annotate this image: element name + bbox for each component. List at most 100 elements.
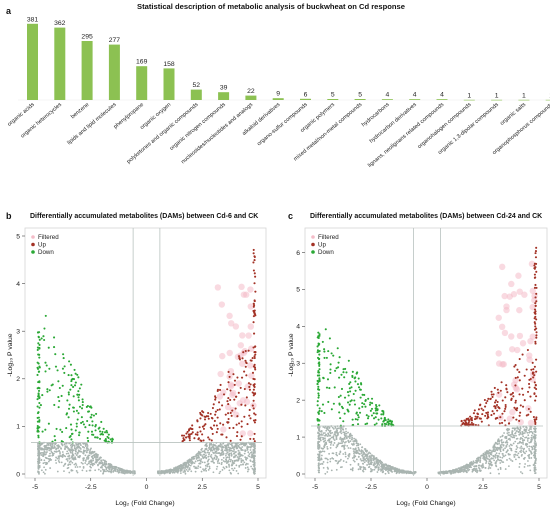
filtered-point <box>479 470 482 472</box>
filtered-point <box>231 467 233 470</box>
up-point <box>472 412 475 415</box>
down-point <box>38 426 41 429</box>
filtered-point <box>211 460 214 463</box>
up-point <box>506 391 509 394</box>
filtered-point <box>101 465 103 468</box>
filtered-point <box>234 454 237 457</box>
filtered-point <box>482 452 485 455</box>
down-point <box>381 423 384 426</box>
down-point <box>37 436 40 439</box>
filtered-point <box>76 466 79 468</box>
filtered-point <box>376 463 379 466</box>
up-point <box>533 264 536 267</box>
down-point <box>352 423 355 427</box>
filtered-point <box>477 466 480 469</box>
filtered-point <box>343 447 346 450</box>
filtered-point <box>495 464 497 467</box>
filtered-point <box>231 461 234 463</box>
filtered-point <box>335 453 338 456</box>
filtered-point <box>326 458 329 461</box>
filtered-point <box>212 451 215 454</box>
filtered-point <box>230 452 233 455</box>
filtered-point <box>475 468 478 470</box>
down-point <box>54 439 57 442</box>
down-point <box>316 417 319 421</box>
up-point <box>485 411 488 414</box>
filtered-point <box>204 455 207 458</box>
filtered-point <box>66 458 69 460</box>
legend-label: Filtered <box>318 234 339 241</box>
filtered-point <box>88 460 91 463</box>
filtered-point <box>493 443 496 446</box>
filtered-point <box>499 450 502 453</box>
down-point <box>81 401 84 404</box>
filtered-halo <box>508 333 515 340</box>
filtered-point <box>517 452 520 455</box>
up-point <box>533 381 536 384</box>
filtered-halo <box>227 381 235 388</box>
up-point <box>246 423 249 426</box>
filtered-point <box>211 457 214 460</box>
filtered-point <box>176 467 179 470</box>
down-point <box>327 350 330 353</box>
filtered-point <box>318 445 321 448</box>
up-point <box>522 405 525 408</box>
filtered-point <box>240 463 242 466</box>
filtered-point <box>373 468 376 471</box>
up-point <box>201 433 204 436</box>
filtered-point <box>45 463 48 465</box>
up-point <box>200 439 203 443</box>
y-tick-label: 6 <box>296 250 300 257</box>
filtered-point <box>534 444 537 447</box>
filtered-point <box>491 464 493 466</box>
filtered-point <box>511 432 514 435</box>
filtered-point <box>73 444 76 447</box>
filtered-point <box>63 470 65 473</box>
filtered-point <box>498 442 500 445</box>
down-point <box>318 364 321 367</box>
filtered-point <box>213 461 216 464</box>
down-point <box>369 401 372 404</box>
down-point <box>356 418 359 421</box>
down-point <box>318 333 321 336</box>
up-point <box>493 386 496 390</box>
bar <box>545 99 550 101</box>
filtered-halo <box>514 346 521 354</box>
filtered-point <box>499 444 502 447</box>
filtered-point <box>82 451 85 453</box>
down-point <box>369 409 372 412</box>
filtered-point <box>518 456 521 459</box>
filtered-point <box>37 444 39 446</box>
filtered-point <box>243 444 245 446</box>
filtered-point <box>332 444 335 446</box>
filtered-point <box>329 447 332 449</box>
filtered-point <box>216 457 218 459</box>
down-point <box>378 404 381 407</box>
filtered-point <box>369 467 372 470</box>
down-point <box>71 432 74 435</box>
filtered-point <box>360 450 362 453</box>
down-point <box>65 427 68 430</box>
down-point <box>77 396 80 399</box>
down-point <box>317 350 320 353</box>
filtered-point <box>505 451 508 454</box>
volcano-panel-b: b Differentially accumulated metabolites… <box>6 211 267 507</box>
filtered-point <box>71 455 74 458</box>
filtered-point <box>494 453 497 456</box>
filtered-point <box>507 428 510 430</box>
filtered-point <box>484 452 487 455</box>
down-point <box>321 403 325 406</box>
filtered-point <box>497 447 500 450</box>
filtered-point <box>353 452 355 455</box>
up-point <box>470 421 473 424</box>
filtered-point <box>531 448 534 451</box>
bar-value-label: 277 <box>109 37 121 44</box>
down-point <box>100 420 103 423</box>
filtered-point <box>317 438 320 440</box>
down-point <box>85 405 88 409</box>
filtered-point <box>357 464 360 466</box>
filtered-point <box>320 447 323 450</box>
filtered-point <box>330 442 333 444</box>
volcano-c-xlabel: Log₂ (Fold Change) <box>396 500 455 507</box>
